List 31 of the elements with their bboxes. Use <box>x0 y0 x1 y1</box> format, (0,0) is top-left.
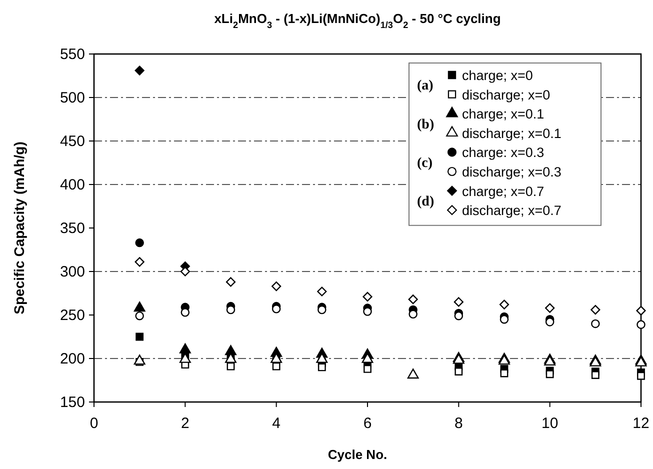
y-tick-label: 500 <box>60 90 85 106</box>
legend-label: discharge; x=0.7 <box>462 203 562 218</box>
y-tick-label: 400 <box>60 176 85 194</box>
x-axis-title: Cycle No. <box>328 447 388 462</box>
legend-label: charge: x=0.3 <box>462 145 544 160</box>
y-tick-label: 200 <box>60 350 85 368</box>
legend-label: discharge; x=0.1 <box>462 126 562 141</box>
y-tick-label: 350 <box>60 220 85 237</box>
y-axis-title: Specific Capacity (mAh/g) <box>11 142 27 314</box>
annotation: (c) <box>417 156 433 171</box>
x-tick-label: 0 <box>90 415 98 432</box>
legend-label: charge; x=0 <box>462 68 533 83</box>
y-tick-label: 150 <box>60 394 85 411</box>
legend-label: discharge; x=0.3 <box>462 164 562 180</box>
y-tick-label: 550 <box>60 46 85 63</box>
annotation: (a) <box>417 78 434 94</box>
x-tick-label: 2 <box>180 415 190 432</box>
y-tick-label: 300 <box>60 264 85 280</box>
x-tick-label: 8 <box>454 415 463 432</box>
x-tick-label: 4 <box>272 415 281 432</box>
legend-label: charge; x=0.7 <box>462 184 544 199</box>
x-tick-label: 6 <box>363 415 372 432</box>
y-tick-label: 250 <box>60 307 85 324</box>
legend-label: charge; x=0.1 <box>462 106 544 122</box>
chart-title: xLi$_{2}$MnO$_{3}$ - (1-x)Li(MnNiCo)$_{1/3}$O$_{2}$ - 50 °C cycling <box>214 11 501 30</box>
annotation: (d) <box>417 194 434 210</box>
legend-label: discharge; x=0 <box>462 87 550 102</box>
x-tick-label: 10 <box>541 415 558 432</box>
x-tick-label: 12 <box>632 415 650 432</box>
y-tick-label: 450 <box>60 133 85 150</box>
annotation: (b) <box>417 117 434 132</box>
